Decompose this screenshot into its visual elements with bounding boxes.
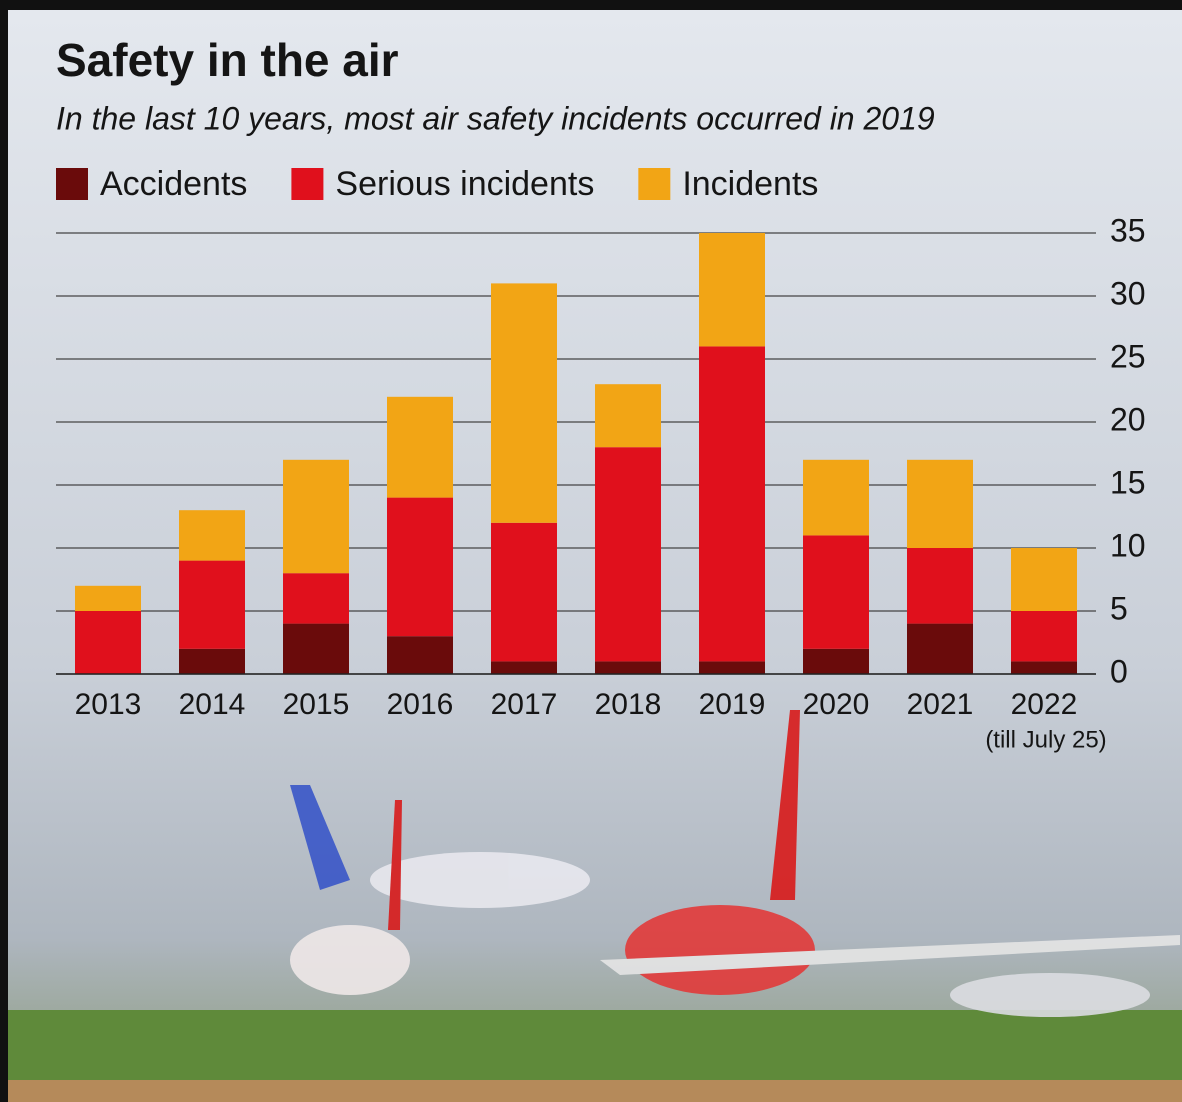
legend-label: Incidents (682, 165, 818, 203)
chart-title: Safety in the air (56, 34, 399, 86)
bar-segment (387, 497, 453, 637)
legend-label: Accidents (100, 165, 247, 203)
bar-segment (75, 611, 141, 674)
bar-segment (907, 548, 973, 624)
bar-segment (387, 636, 453, 674)
chart-subtitle: In the last 10 years, most air safety in… (56, 100, 935, 136)
bar-segment (75, 585, 141, 611)
x-tick-label: 2021 (907, 688, 974, 721)
x-tick-label: 2018 (595, 688, 662, 721)
bar-segment (803, 535, 869, 649)
bar-segment (179, 648, 245, 674)
bar-segment (699, 346, 765, 662)
bar-segment (699, 661, 765, 674)
bar-segment (179, 510, 245, 561)
y-tick-label: 0 (1110, 653, 1128, 689)
y-tick-label: 10 (1110, 527, 1146, 563)
legend-label: Serious incidents (335, 165, 594, 203)
aircraft-illustration (290, 710, 1180, 1017)
y-tick-label: 5 (1110, 590, 1128, 626)
bar-segment (491, 522, 557, 662)
bar-segment (1011, 661, 1077, 674)
bar-segment (1011, 548, 1077, 611)
bar-segment (283, 623, 349, 674)
bar-segment (907, 459, 973, 548)
y-tick-label: 35 (1110, 212, 1146, 248)
x-tick-label: 2017 (491, 688, 558, 721)
x-tick-label: 2020 (803, 688, 870, 721)
y-tick-label: 15 (1110, 464, 1146, 500)
bar-segment (179, 560, 245, 649)
y-tick-label: 20 (1110, 401, 1146, 437)
bar-segment (491, 661, 557, 674)
bar-segment (907, 623, 973, 674)
legend-swatch (638, 168, 671, 200)
bar-segment (283, 573, 349, 624)
bar-segment (699, 233, 765, 347)
x-tick-label: 2016 (387, 688, 454, 721)
y-tick-label: 30 (1110, 275, 1146, 311)
y-tick-label: 25 (1110, 338, 1146, 374)
bar-segment (595, 661, 661, 674)
bar-segment (1011, 611, 1077, 662)
x-tick-label: 2019 (699, 688, 766, 721)
bar-segment (595, 384, 661, 448)
bar-segment (283, 459, 349, 574)
x-tick-label: 2022 (1011, 688, 1078, 721)
x-tick-label: 2014 (179, 688, 246, 721)
legend-swatch (56, 168, 88, 200)
bar-segment (803, 648, 869, 674)
annotation: (till July 25) (985, 726, 1106, 753)
bar-segment (387, 396, 453, 498)
legend-swatch (291, 168, 324, 200)
ground (8, 1080, 1182, 1102)
bar-segment (491, 283, 557, 523)
bar-segment (595, 447, 661, 662)
x-tick-label: 2015 (283, 688, 350, 721)
bar-segment (803, 459, 869, 536)
x-tick-label: 2013 (75, 688, 142, 721)
